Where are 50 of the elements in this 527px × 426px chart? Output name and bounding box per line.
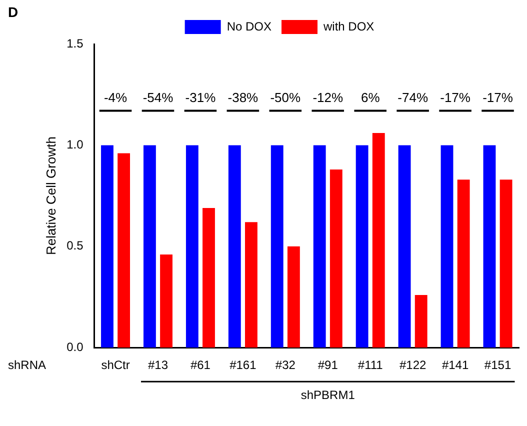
text: shPBRM1 [300,388,356,402]
y-tick-label: 0.0 [66,340,84,354]
bar [500,180,512,348]
bar [202,208,215,348]
x-tick-label: #122 [399,358,426,372]
annotation: -17% [482,90,514,105]
annotation: -12% [312,90,344,105]
bar [186,145,198,348]
bar [160,254,172,348]
bar [457,180,470,348]
annotation: -74% [398,90,428,105]
annotation: -54% [142,90,174,105]
bar [440,145,454,348]
x-tick-label: #61 [190,358,211,372]
legend-label: No DOX [226,19,272,34]
text: shRNA [8,358,46,372]
bar [228,145,241,348]
y-tick-label: 1.0 [66,138,84,152]
annotation: -31% [185,90,216,105]
bar [414,294,428,348]
annotation: -4% [104,90,128,105]
bar [270,145,284,348]
y-axis-title: Relative Cell Growth [43,136,58,256]
x-tick-label: #111 [358,358,384,372]
x-tick-label: shCtr [101,358,130,372]
x-tick-label: #13 [148,358,168,372]
bar [118,153,130,348]
y-tick-label: 0.5 [66,238,84,253]
x-tick-label: #141 [442,358,469,372]
y-tick-label: 1.5 [66,36,84,50]
bar [330,169,342,348]
annotation: -38% [228,90,259,105]
annotation: -17% [440,90,471,105]
annotation: -50% [270,90,302,105]
x-tick-label: #91 [318,358,338,372]
bar [287,246,300,348]
bar [398,145,411,348]
bar [245,222,258,348]
x-tick-label: #32 [275,358,296,372]
annotation: 6% [360,90,380,105]
x-tick-label: #151 [484,358,512,372]
legend-label: with DOX [322,19,374,34]
x-tick-label: #161 [230,358,257,372]
bar [356,145,368,348]
bar [143,145,156,348]
text: D [8,4,18,20]
bar [101,145,114,348]
bar [483,145,496,348]
bar [372,133,385,348]
bar [313,145,326,348]
